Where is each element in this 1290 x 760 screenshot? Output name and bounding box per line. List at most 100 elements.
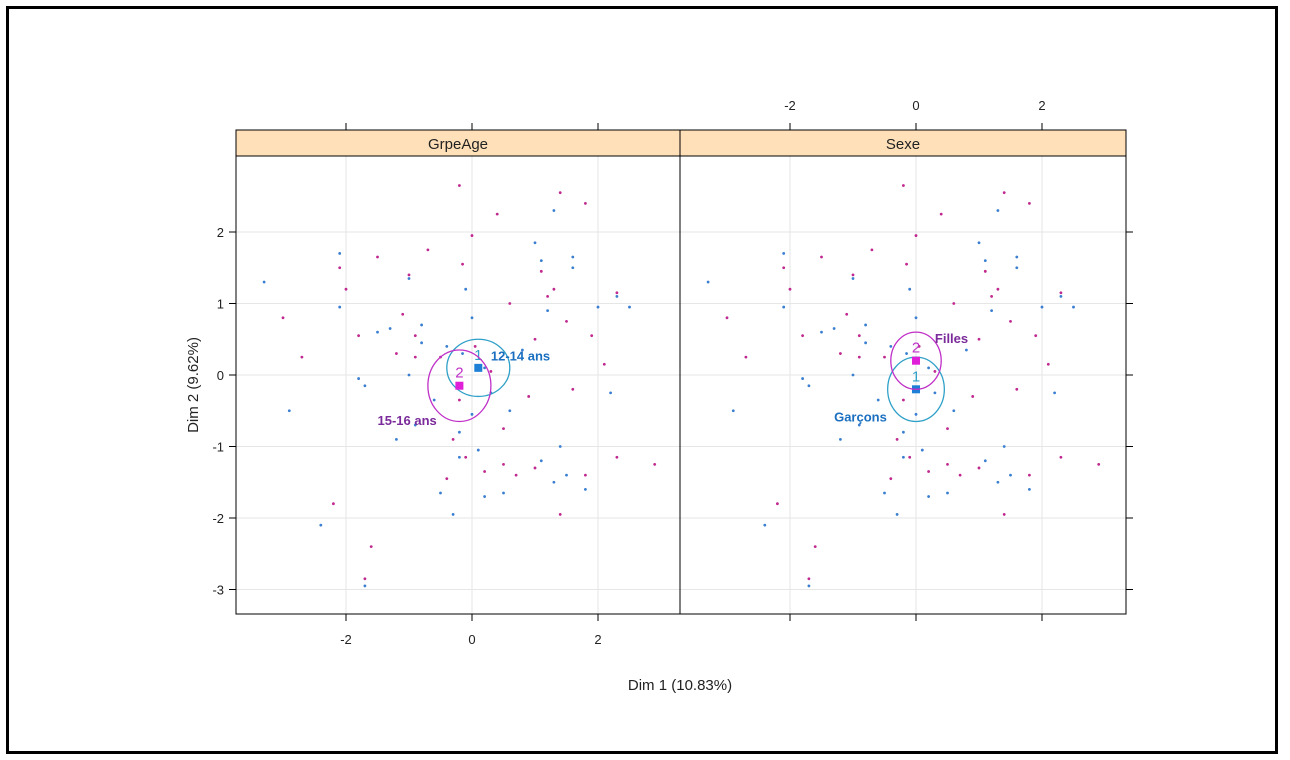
y-tick-label: -3 xyxy=(212,583,224,598)
data-point xyxy=(902,455,905,459)
data-point xyxy=(820,330,823,334)
data-point xyxy=(489,370,493,373)
data-point xyxy=(1097,462,1101,466)
data-point xyxy=(445,345,449,348)
category-label: 15-16 ans xyxy=(378,413,437,428)
panel-title: Sexe xyxy=(886,136,920,153)
data-point xyxy=(1015,255,1019,259)
data-point xyxy=(1028,202,1031,205)
data-point xyxy=(1002,513,1006,516)
data-point xyxy=(407,273,411,277)
data-point xyxy=(395,437,398,441)
data-point xyxy=(917,345,921,348)
data-point xyxy=(889,477,893,481)
data-point xyxy=(876,398,880,402)
data-point xyxy=(927,495,930,498)
data-point xyxy=(445,477,449,481)
data-point xyxy=(338,305,342,309)
data-point xyxy=(864,323,867,327)
data-point xyxy=(914,234,918,237)
category-label: Filles xyxy=(935,331,968,346)
data-point xyxy=(609,391,612,395)
data-point xyxy=(552,480,556,484)
data-point xyxy=(558,445,562,448)
data-point xyxy=(508,302,512,305)
data-point xyxy=(763,523,767,527)
data-point xyxy=(338,252,342,255)
y-tick-label: 1 xyxy=(217,297,224,312)
data-point xyxy=(895,513,899,516)
data-point xyxy=(395,352,398,355)
category-marker xyxy=(912,356,920,365)
y-tick-label: 0 xyxy=(217,368,224,383)
data-point xyxy=(983,459,987,463)
data-point xyxy=(977,337,981,341)
figure-frame: 1 12-14 ans 2 15-16 ans GrpeAge 1 Garçons 2 Fill… xyxy=(6,6,1278,754)
confidence-ellipse xyxy=(890,331,942,390)
data-point xyxy=(552,209,556,212)
data-point xyxy=(495,212,499,216)
x-tick-label: -2 xyxy=(340,632,352,647)
data-point xyxy=(839,437,842,441)
data-point xyxy=(977,466,981,470)
data-point xyxy=(363,584,367,588)
data-point xyxy=(744,355,748,359)
data-point xyxy=(731,409,735,413)
data-point xyxy=(902,398,905,402)
data-point xyxy=(807,577,811,581)
data-point xyxy=(344,287,348,291)
data-point xyxy=(971,395,975,398)
data-point xyxy=(851,277,855,280)
data-point xyxy=(300,355,304,359)
data-point xyxy=(546,294,549,298)
data-point xyxy=(952,409,956,413)
data-point xyxy=(376,330,379,334)
data-point xyxy=(905,262,908,266)
category-number: 2 xyxy=(455,365,463,382)
data-point xyxy=(845,312,849,316)
data-point xyxy=(801,334,804,338)
data-point xyxy=(914,316,918,320)
data-point xyxy=(552,287,556,291)
data-point xyxy=(807,584,811,588)
data-point xyxy=(788,287,792,291)
data-point xyxy=(996,480,1000,484)
data-point xyxy=(1040,305,1044,309)
data-point xyxy=(902,184,905,187)
data-point xyxy=(983,259,987,262)
y-tick-label: 2 xyxy=(217,225,224,240)
data-point xyxy=(558,191,562,195)
data-point xyxy=(807,384,811,388)
data-point xyxy=(857,334,861,338)
data-point xyxy=(851,273,855,277)
data-point xyxy=(483,366,486,370)
data-point xyxy=(813,545,817,548)
y-axis-title: Dim 2 (9.62%) xyxy=(185,337,202,433)
data-point xyxy=(420,341,423,345)
data-point xyxy=(539,259,543,262)
data-point xyxy=(883,491,886,495)
data-point xyxy=(895,437,899,441)
data-point xyxy=(996,287,1000,291)
data-point xyxy=(584,202,587,205)
data-point xyxy=(332,502,335,506)
data-point xyxy=(628,305,631,309)
data-point xyxy=(990,309,993,313)
data-point xyxy=(281,316,285,320)
data-point xyxy=(565,319,568,323)
data-point xyxy=(990,294,993,298)
data-point xyxy=(927,470,930,473)
data-point xyxy=(653,462,657,466)
data-point xyxy=(502,462,505,466)
x-tick-label: 0 xyxy=(468,632,475,647)
data-point xyxy=(870,248,874,252)
lattice-chart: 1 12-14 ans 2 15-16 ans GrpeAge 1 Garçons 2 Fill… xyxy=(185,98,1133,694)
data-point xyxy=(958,473,962,477)
data-point xyxy=(933,391,937,395)
data-point xyxy=(426,248,430,252)
data-point xyxy=(571,266,575,270)
data-point xyxy=(502,427,505,431)
category-label: Garçons xyxy=(834,409,887,424)
data-point xyxy=(458,398,461,402)
category-label: 12-14 ans xyxy=(491,349,550,364)
